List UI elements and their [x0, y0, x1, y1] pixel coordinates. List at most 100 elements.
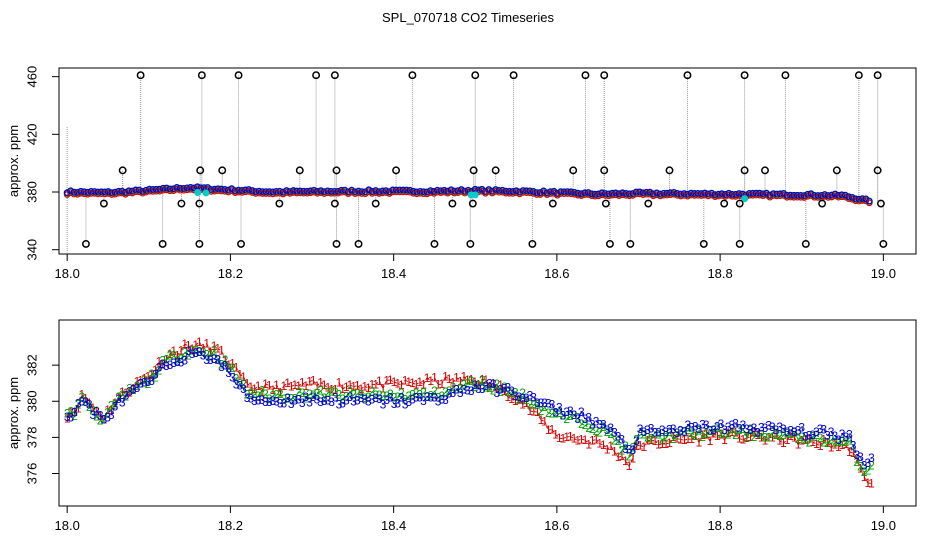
- bottom-x-ticks: 18.0 18.2 18.4 18.6 18.8 19.0: [55, 506, 896, 533]
- top-point-3: [379, 187, 386, 195]
- bottom-series-segment: [165, 355, 171, 360]
- bottom-series-segment: [437, 398, 443, 402]
- bottom-series-segment: [371, 397, 376, 400]
- top-point-3: [828, 191, 836, 199]
- top-outlier-point: [471, 71, 480, 80]
- bottom-series-segment: [694, 425, 700, 430]
- bottom-series-segment: [169, 362, 174, 366]
- top-point-3: [437, 187, 445, 195]
- bottom-series-segment: [834, 441, 839, 444]
- bottom-series-segment: [845, 434, 850, 438]
- top-point-3: [608, 189, 616, 197]
- bottom-series-segment: [261, 399, 266, 403]
- bottom-series-segment: [349, 396, 355, 402]
- top-point-3: [523, 187, 530, 195]
- top-outlier-point: [548, 199, 557, 208]
- top-y-ticks: 340 380 420 460: [24, 66, 59, 261]
- bottom-series-segment: [827, 442, 832, 449]
- bottom-series-segment: [599, 426, 604, 433]
- bottom-series-segment: [797, 439, 803, 445]
- top-point-cyan: [741, 195, 749, 203]
- bottom-series-segment: [140, 377, 145, 381]
- bottom-series-segment: [217, 359, 222, 368]
- top-point-3: [430, 188, 438, 195]
- bottom-series-segment: [827, 431, 832, 437]
- bottom-series-segment: [500, 384, 505, 392]
- bottom-series-segment: [360, 385, 365, 390]
- top-point-3: [152, 185, 160, 193]
- top-point-3: [63, 189, 71, 197]
- bottom-series-segment: [691, 425, 696, 428]
- bottom-series-segment: [573, 414, 579, 420]
- top-outlier-point: [735, 239, 744, 248]
- bottom-series-segment: [489, 382, 494, 387]
- bottom-series-segment: [643, 440, 648, 448]
- top-outlier-point: [332, 166, 341, 175]
- bottom-series-segment: [412, 392, 417, 395]
- bottom-series-segment: [367, 391, 373, 398]
- bottom-series-segment: [478, 378, 483, 385]
- top-y-axis-title: approx. ppm: [6, 125, 21, 197]
- bottom-series-segment: [176, 350, 182, 356]
- top-point-3: [259, 188, 266, 195]
- bottom-series-segment: [294, 398, 299, 401]
- top-outlier-point: [873, 71, 882, 80]
- bottom-series-segment: [254, 393, 259, 397]
- bottom-series-segment: [625, 460, 630, 467]
- top-point-3: [773, 190, 781, 198]
- bottom-series-segment: [492, 383, 498, 391]
- bottom-series-segment: [133, 387, 138, 390]
- top-point-3: [783, 191, 791, 199]
- bottom-series-segment: [739, 428, 744, 431]
- bottom-series-segment: [595, 420, 601, 425]
- bottom-series-segment: [595, 430, 600, 433]
- bottom-series-segment: [459, 384, 465, 389]
- bottom-point-2: 2: [868, 458, 875, 472]
- bottom-series-segment: [503, 390, 509, 398]
- bottom-series-segment: [81, 396, 86, 402]
- bottom-series-segment: [786, 430, 791, 433]
- bottom-series-segment: [709, 429, 714, 431]
- bottom-series-segment: [188, 345, 193, 350]
- bottom-series-segment: [489, 387, 494, 391]
- bottom-series-segment: [540, 419, 545, 422]
- top-point-3: [752, 189, 760, 197]
- bottom-series-segment: [107, 405, 112, 413]
- bottom-series-segment: [617, 455, 622, 458]
- bottom-series-segment: [180, 352, 186, 360]
- bottom-series-segment: [364, 385, 369, 389]
- bottom-series-segment: [856, 461, 861, 467]
- bottom-series-segment: [856, 454, 861, 458]
- bottom-series-segment: [548, 428, 553, 431]
- bottom-series-segment: [808, 434, 813, 437]
- bottom-series-segment: [709, 433, 715, 442]
- bottom-series-segment: [239, 373, 244, 378]
- bottom-series-segment: [529, 395, 534, 398]
- bottom-series-segment: [867, 457, 872, 464]
- bottom-series-segment: [860, 456, 865, 466]
- bottom-series-segment: [316, 389, 321, 394]
- bottom-series-segment: [301, 396, 307, 404]
- bottom-series-segment: [716, 423, 722, 427]
- bottom-series-segment: [482, 378, 486, 381]
- top-outlier-point: [854, 71, 863, 80]
- bottom-series-segment: [790, 435, 795, 438]
- bottom-series-segment: [536, 411, 542, 421]
- bottom-series-segment: [665, 428, 670, 433]
- bottom-series-segment: [452, 386, 457, 390]
- y-tick-label: 380: [24, 390, 39, 412]
- bottom-series-segment: [544, 406, 549, 414]
- bottom-series-segment: [742, 428, 748, 438]
- bottom-series-segment: [349, 390, 354, 395]
- top-point-3: [296, 187, 304, 195]
- bottom-series-segment: [856, 458, 861, 469]
- bottom-series-segment: [819, 437, 825, 444]
- bottom-series-segment: [566, 435, 571, 438]
- bottom-series-segment: [845, 440, 850, 443]
- top-point-3: [451, 187, 458, 195]
- bottom-series-segment: [496, 383, 502, 393]
- bottom-series-segment: [720, 434, 726, 441]
- bottom-series-segment: [731, 428, 737, 436]
